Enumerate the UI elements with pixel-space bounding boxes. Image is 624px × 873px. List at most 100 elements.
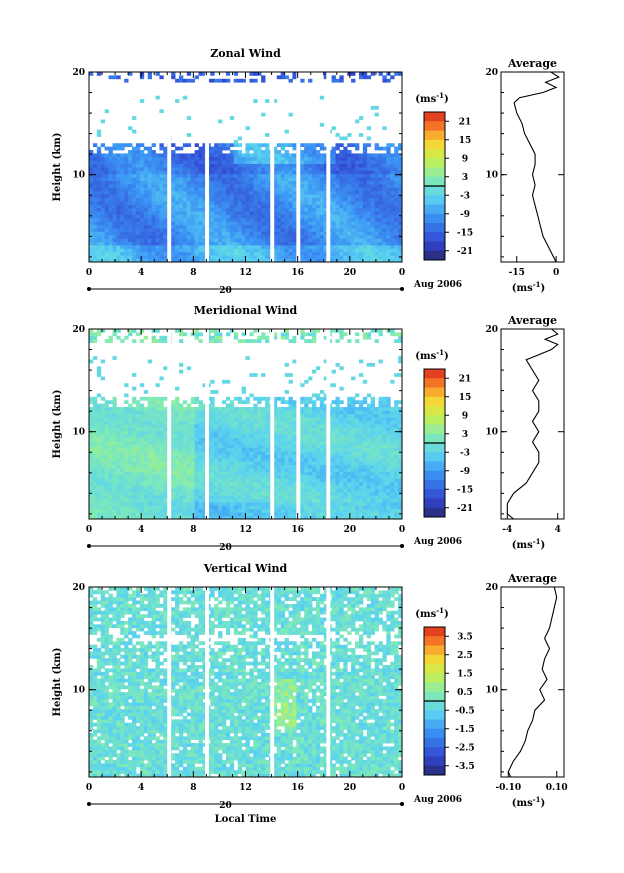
heatmap-cell (139, 156, 145, 161)
heatmap-cell (96, 366, 102, 371)
heatmap-cell (147, 491, 152, 496)
heatmap-cell (222, 241, 227, 246)
heatmap-cell (178, 207, 184, 212)
heatmap-cell (257, 72, 262, 76)
heatmap-cell (265, 407, 270, 411)
heatmap-cell (139, 410, 145, 415)
heatmap-cell (89, 228, 94, 232)
heatmap-cell (100, 170, 106, 175)
heatmap-cell (194, 491, 199, 496)
heatmap-cell (96, 204, 102, 209)
heatmap-cell (108, 420, 113, 425)
heatmap-cell (229, 498, 235, 503)
heatmap-cell (112, 190, 117, 195)
heatmap-cell (124, 143, 129, 148)
heatmap-cell (147, 234, 152, 239)
heatmap-cell (210, 224, 215, 229)
heatmap-cell (202, 177, 207, 181)
heatmap-cell (159, 187, 164, 192)
heatmap-cell (194, 512, 199, 516)
heatmap-cell (124, 221, 129, 226)
heatmap-cell (249, 454, 254, 459)
heatmap-cell (202, 245, 207, 249)
heatmap-cell (288, 417, 293, 421)
heatmap-cell (190, 183, 196, 188)
heatmap-cell (171, 228, 176, 232)
heatmap-cell (120, 488, 125, 493)
heatmap-cell (178, 403, 184, 408)
heatmap-cell (182, 515, 188, 520)
heatmap-cell (120, 248, 125, 253)
heatmap-cell (139, 430, 145, 435)
heatmap-cell (257, 410, 262, 415)
heatmap-cell (124, 238, 129, 243)
heatmap-cell (171, 150, 176, 154)
heatmap-cell (288, 204, 293, 209)
heatmap-cell (218, 437, 223, 442)
heatmap-cell (198, 437, 203, 442)
heatmap-cell (104, 478, 109, 483)
heatmap-cell (100, 248, 106, 253)
heatmap-cell (202, 211, 207, 215)
heatmap-cell (394, 72, 399, 76)
heatmap-cell (108, 221, 113, 226)
heatmap-cell (186, 204, 192, 209)
heatmap-cell (343, 177, 348, 181)
heatmap-cell (382, 231, 387, 236)
heatmap-cell (249, 502, 254, 506)
heatmap-cell (308, 221, 313, 226)
heatmap-cell (163, 474, 168, 479)
heatmap-cell (362, 238, 368, 243)
heatmap-cell (198, 434, 203, 438)
heatmap-cell (284, 471, 289, 476)
heatmap-cell (132, 437, 137, 442)
heatmap-cell (96, 72, 102, 76)
heatmap-cell (339, 238, 344, 243)
heatmap-cell (132, 190, 137, 195)
heatmap-cell (198, 251, 203, 256)
heatmap-cell (108, 228, 113, 232)
heatmap-cell (171, 200, 176, 205)
heatmap-cell (190, 248, 196, 253)
heatmap-cell (312, 248, 317, 253)
heatmap-cell (331, 190, 336, 195)
heatmap-cell (331, 160, 336, 164)
heatmap-cell (210, 413, 215, 418)
heatmap-cell (265, 99, 270, 103)
heatmap-cell (276, 150, 282, 154)
heatmap-cell (284, 454, 289, 459)
heatmap-cell (104, 180, 109, 185)
heatmap-cell (100, 430, 106, 435)
heatmap-cell (116, 211, 121, 215)
heatmap-cell (335, 190, 340, 195)
heatmap-cell (175, 502, 180, 506)
heatmap-cell (96, 228, 102, 232)
heatmap-cell (120, 413, 125, 418)
heatmap-cell (190, 153, 196, 158)
heatmap-cell (139, 167, 145, 171)
heatmap-cell (104, 481, 109, 486)
heatmap-cell (292, 417, 297, 421)
heatmap-cell (112, 396, 117, 401)
heatmap-cell (108, 495, 113, 500)
colorbar-band (424, 223, 445, 233)
heatmap-cell (100, 245, 106, 249)
heatmap-cell (253, 217, 258, 222)
heatmap-cell (300, 204, 305, 209)
heatmap-cell (124, 468, 129, 472)
heatmap-cell (155, 444, 160, 449)
heatmap-cell (155, 454, 160, 459)
heatmap-cell (104, 417, 109, 421)
heatmap-cell (292, 187, 297, 192)
heatmap-cell (370, 228, 376, 232)
heatmap-cell (292, 228, 297, 232)
heatmap-cell (265, 238, 270, 243)
heatmap-cell (222, 417, 227, 421)
heatmap-cell (175, 512, 180, 516)
heatmap-cell (112, 224, 117, 229)
heatmap-cell (135, 217, 141, 222)
heatmap-cell (124, 471, 129, 476)
heatmap-cell (116, 437, 121, 442)
heatmap-cell (132, 163, 137, 168)
heatmap-cell (288, 245, 293, 249)
